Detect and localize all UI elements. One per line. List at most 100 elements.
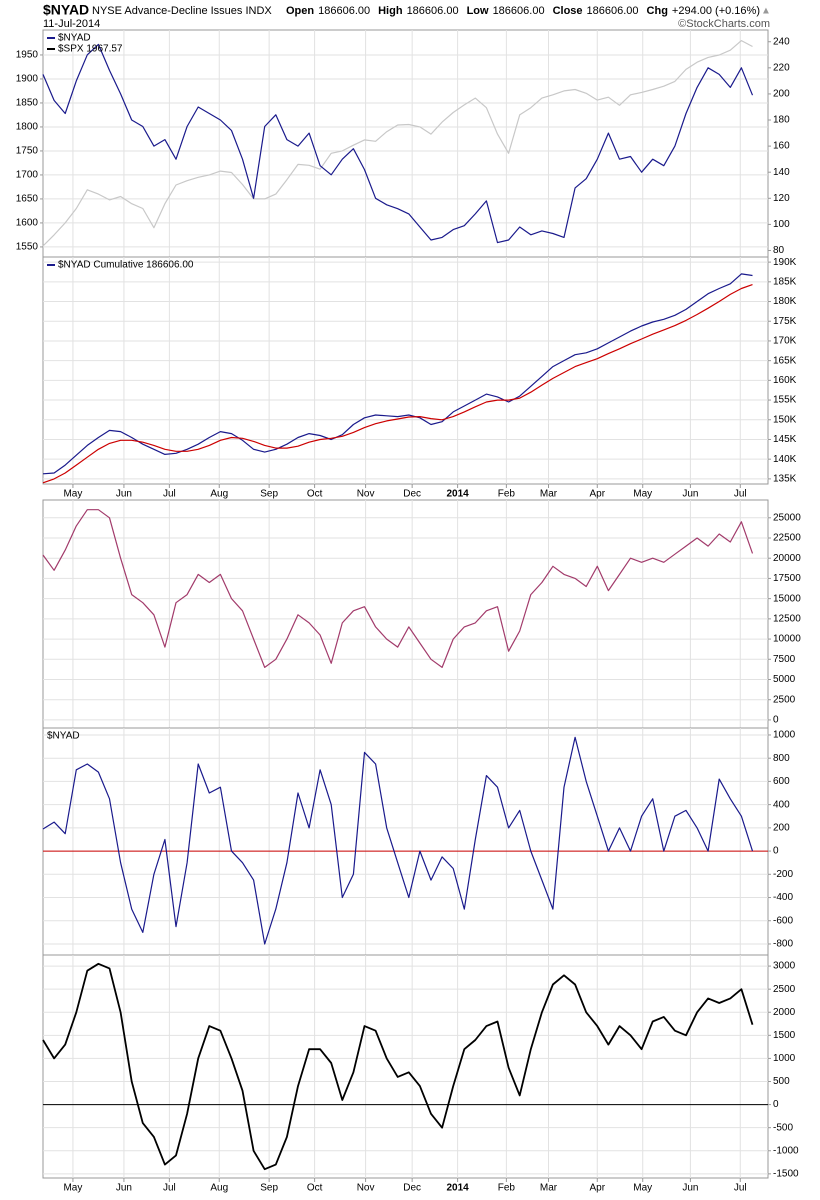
x-tick-label: Mar [540,489,558,500]
quote: Open 186606.00 High 186606.00 Low 186606.00 Cl… [286,5,760,17]
y-tick-label: 180 [773,115,790,126]
quote-label: Chg [647,5,668,17]
x-tick-label: Jun [682,489,698,500]
y-tick-label: 0 [773,715,779,726]
quote-value: 186606.00 [587,5,639,17]
x-tick-label: Jul [163,1183,176,1194]
x-tick-label: May [633,1183,652,1194]
y-tick-label: 1750 [16,146,39,157]
quote-value: +294.00 (+0.16%) [672,5,760,17]
x-tick-label: Mar [540,1183,558,1194]
x-tick-label: Jul [734,1183,747,1194]
quote-label: Close [553,5,583,17]
series-line [42,40,753,247]
y-tick-label: 1550 [16,242,39,253]
y-tick-label: 240 [773,36,790,47]
y-tick-label: 1000 [773,730,796,741]
y-tick-label: 150K [773,414,797,425]
series-line [42,736,754,945]
y-tick-label: 180K [773,296,797,307]
y-tick-label: 2500 [773,984,796,995]
y-tick-label: 1700 [16,170,39,181]
instrument-name: NYSE Advance-Decline Issues INDX [92,5,272,17]
x-tick-label: Apr [590,1183,606,1194]
y-tick-label: 600 [773,776,790,787]
x-tick-label: 2014 [446,1183,469,1194]
plot-area [42,499,769,729]
x-tick-label: May [633,489,652,500]
legend-label: $NYAD Cumulative 186606.00 [58,260,194,271]
y-tick-label: 5000 [773,674,796,685]
date: 11-Jul-2014 [43,18,100,30]
x-tick-label: Dec [403,489,421,500]
y-tick-label: 22500 [773,533,801,544]
y-tick-label: 155K [773,395,797,406]
series-line [42,962,754,1171]
y-tick-label: 100 [773,219,790,230]
legend-label: $NYAD [58,33,91,44]
x-tick-label: Oct [307,489,323,500]
y-tick-label: 20000 [773,553,801,564]
y-tick-label: 3000 [773,961,796,972]
x-tick-label: May [63,1183,82,1194]
y-tick-label: 80 [773,245,785,256]
quote-label: Low [467,5,489,17]
y-tick-label: 120 [773,193,790,204]
x-tick-label: Nov [357,1183,375,1194]
series-line [42,509,754,668]
x-tick-label: Oct [307,1183,323,1194]
series-line [42,284,753,484]
icon: ▲ [761,6,771,17]
y-tick-label: 220 [773,62,790,73]
x-tick-label: Jun [116,489,132,500]
y-tick-label: 500 [773,1076,790,1087]
panel-title: $NYAD [47,731,80,742]
y-tick-label: 1600 [16,218,39,229]
x-tick-label: 2014 [446,489,469,500]
x-tick-label: Nov [357,489,375,500]
y-tick-label: 140 [773,167,790,178]
quote-label: High [378,5,403,17]
y-tick-label: 12500 [773,613,801,624]
y-tick-label: 17500 [773,573,801,584]
legend-label: $SPX 1967.57 [58,44,123,55]
x-tick-label: May [63,489,82,500]
y-tick-label: 1650 [16,194,39,205]
y-tick-label: 1950 [16,50,39,61]
plot-area [42,256,769,485]
x-tick-label: Feb [498,1183,516,1194]
x-tick-label: Apr [590,489,606,500]
y-tick-label: 145K [773,434,797,445]
y-tick-label: 2000 [773,1007,796,1018]
y-tick-label: 165K [773,355,797,366]
y-tick-label: 1000 [773,1053,796,1064]
source: ©StockCharts.com [678,18,770,30]
y-tick-label: 25000 [773,512,801,523]
y-tick-label: 190K [773,257,797,268]
series-line [42,273,753,475]
y-tick-label: 400 [773,799,790,810]
y-tick-label: 170K [773,336,797,347]
y-tick-label: 185K [773,276,797,287]
y-tick-label: 1900 [16,74,39,85]
x-tick-label: Jun [116,1183,132,1194]
y-tick-label: 135K [773,474,797,485]
y-tick-label: 200 [773,822,790,833]
y-tick-label: 800 [773,753,790,764]
quote-label: Open [286,5,314,17]
x-tick-label: Dec [403,1183,421,1194]
y-tick-label: 0 [773,1099,779,1110]
y-tick-label: -500 [773,1122,793,1133]
y-tick-label: -600 [773,915,793,926]
x-tick-label: Aug [210,489,228,500]
plot-area [42,29,769,258]
x-tick-label: Jul [734,489,747,500]
x-tick-label: Jul [163,489,176,500]
y-tick-label: -1000 [773,1145,799,1156]
x-tick-label: Feb [498,489,516,500]
quote-value: 186606.00 [318,5,370,17]
y-tick-label: 2500 [773,694,796,705]
quote-value: 186606.00 [493,5,545,17]
quote-value: 186606.00 [407,5,459,17]
